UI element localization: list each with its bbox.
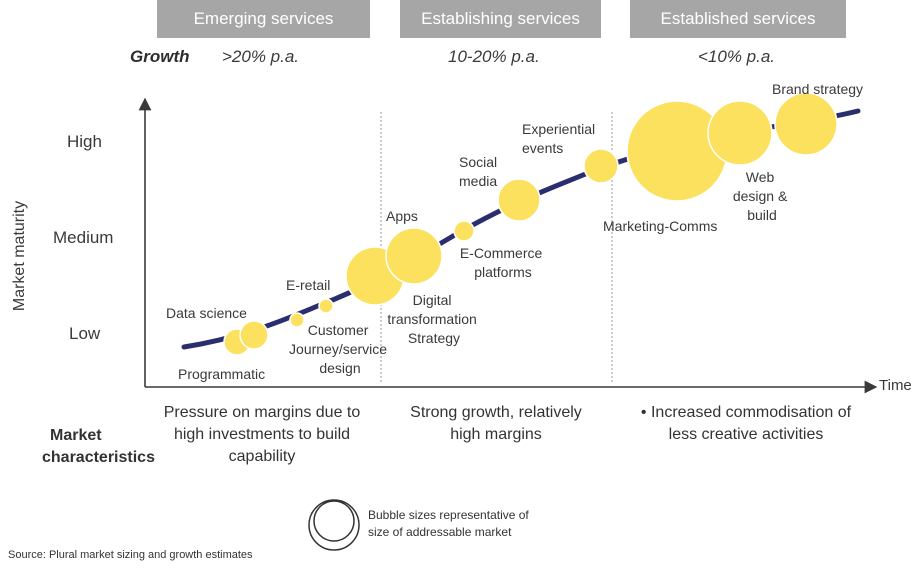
phase-header-establishing: Establishing services (400, 0, 601, 38)
source-note: Source: Plural market sizing and growth … (8, 549, 253, 561)
bubble-apps (385, 227, 443, 285)
x-axis-label: Time (879, 377, 912, 394)
legend-text: Bubble sizes representative of size of a… (368, 508, 529, 539)
characteristics-emerging: Pressure on margins due to high investme… (163, 404, 361, 465)
bubble-ecommerce (453, 220, 475, 242)
label-programmatic: Programmatic (178, 366, 265, 382)
legend-bubble-small (313, 500, 355, 542)
bubble-experiential-events (583, 148, 619, 184)
bubble-customer-journey (289, 312, 305, 328)
growth-title: Growth (130, 47, 190, 66)
characteristics-establishing: Strong growth, relatively high margins (410, 404, 582, 443)
phase-header-established: Established services (630, 0, 846, 38)
y-tick-high: High (67, 132, 102, 151)
label-digital-transformation: Digital transformation Strategy (387, 292, 480, 346)
y-tick-medium: Medium (53, 228, 114, 247)
label-social-media: Social media (459, 154, 501, 189)
bubble-marketing-comms (626, 100, 728, 202)
label-brand-strategy: Brand strategy (772, 81, 863, 97)
label-ecommerce: E-Commerce platforms (460, 245, 546, 280)
label-web-design: Web design & build (733, 169, 791, 223)
y-tick-low: Low (69, 324, 101, 343)
label-e-retail: E-retail (286, 277, 330, 293)
label-experiential-events: Experiential events (522, 121, 599, 156)
characteristics-established: • Increased commodisation of less creati… (640, 404, 852, 443)
bubble-web-design (707, 100, 773, 166)
bubble-social-media (497, 178, 541, 222)
bubble-data-science (239, 320, 269, 350)
legend-bubble-large (308, 499, 360, 551)
growth-establishing: 10-20% p.a. (448, 47, 540, 66)
bubble-e-retail (318, 298, 334, 314)
label-marketing-comms: Marketing-Comms (603, 218, 717, 234)
growth-emerging: >20% p.a. (222, 47, 300, 66)
bubble-brand-strategy (774, 92, 838, 156)
market-characteristics-title: Market characteristics (42, 427, 155, 466)
growth-established: <10% p.a. (698, 47, 776, 66)
label-data-science: Data science (166, 305, 247, 321)
label-apps: Apps (386, 208, 418, 224)
label-customer-journey: Customer Journey/service design (289, 322, 391, 376)
phase-header-emerging: Emerging services (157, 0, 370, 38)
